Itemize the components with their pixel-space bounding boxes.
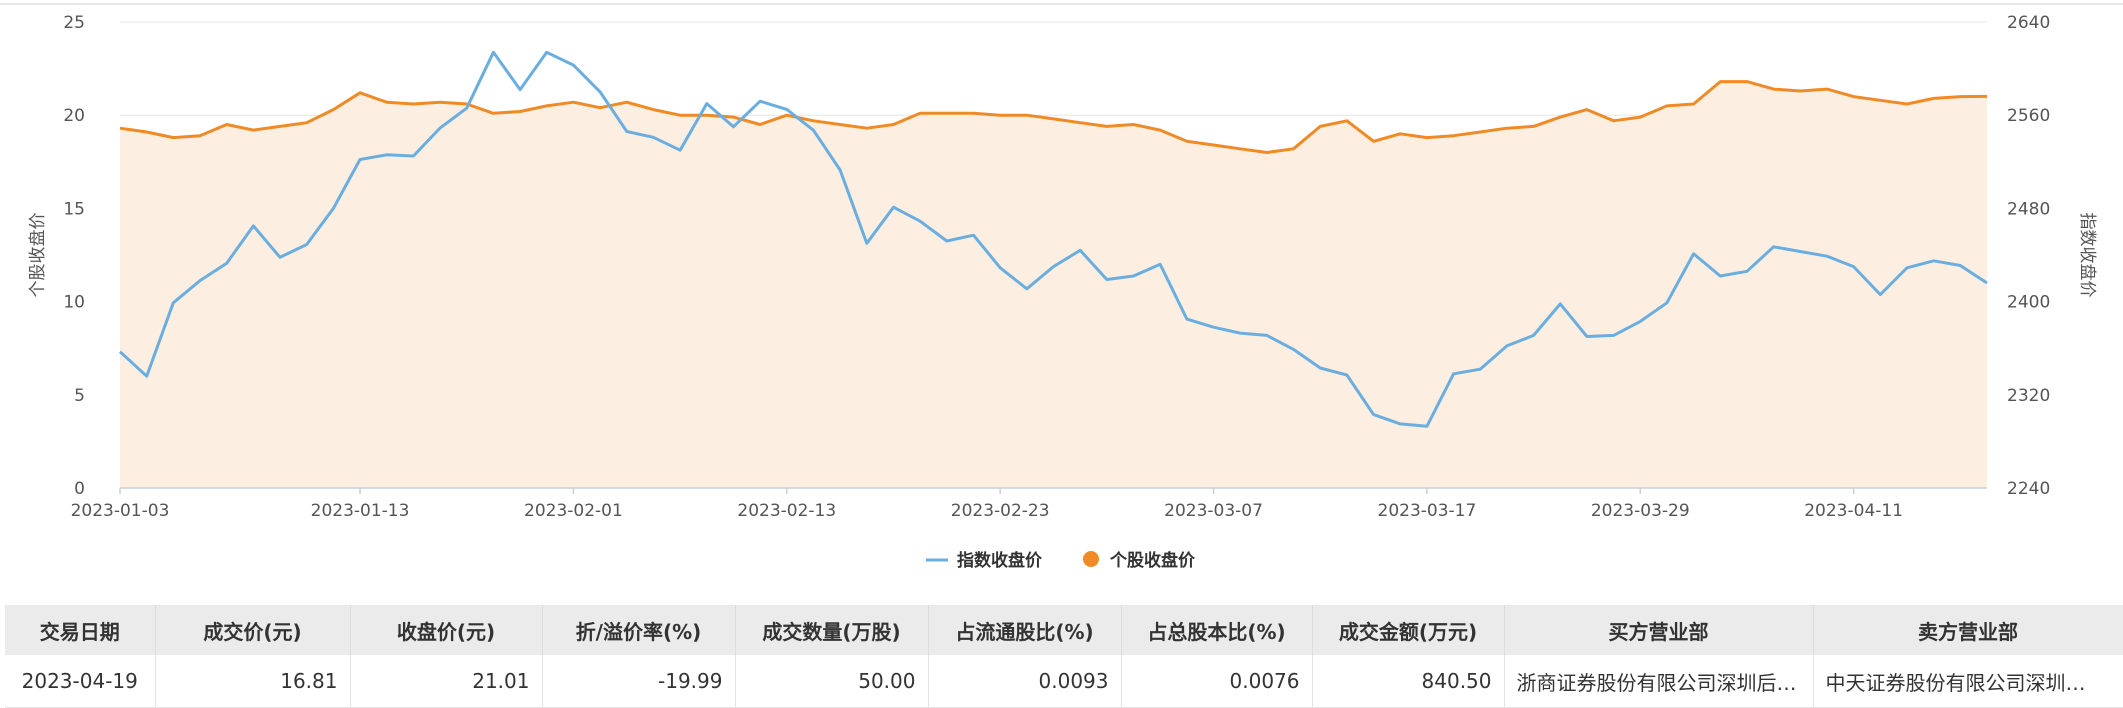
left-axis-title: 个股收盘价: [28, 213, 48, 298]
y-left-tick-label: 25: [63, 13, 85, 33]
axes: 0 5 10 15 20 25 2240 2320 2400 2480 2560 2640 2023-0…: [63, 13, 2050, 521]
legend-index-label: 指数收盘价: [957, 550, 1043, 571]
legend-item-index[interactable]: 指数收盘价: [926, 550, 1043, 571]
legend-stock-dot-icon: [1083, 551, 1099, 567]
series-lines: [118, 50, 1988, 428]
price-chart: 0 5 10 15 20 25 2240 2320 2400 2480 2560 2640 2023-0…: [0, 3, 2123, 571]
cell-trade-date: 2023-04-19: [5, 655, 156, 708]
col-header-amount[interactable]: 成交金额(万元): [1312, 605, 1505, 655]
y-left-tick-label: 5: [74, 386, 85, 406]
col-header-volume[interactable]: 成交数量(万股): [735, 605, 929, 655]
y-right-tick-label: 2400: [2007, 293, 2050, 313]
y-left-tick-label: 0: [74, 479, 85, 499]
table-header-row: 交易日期 成交价(元) 收盘价(元) 折/溢价率(%) 成交数量(万股) 占流通…: [5, 605, 2123, 655]
col-header-deal-price[interactable]: 成交价(元): [155, 605, 351, 655]
x-tick-label: 2023-01-03: [71, 501, 170, 521]
cell-amount: 840.50: [1312, 655, 1505, 708]
legend-item-stock[interactable]: 个股收盘价: [1083, 550, 1196, 571]
legend-stock-label: 个股收盘价: [1109, 550, 1196, 571]
col-header-float-ratio[interactable]: 占流通股比(%): [928, 605, 1122, 655]
chart-area: 0 5 10 15 20 25 2240 2320 2400 2480 2560 2640 2023-0…: [0, 3, 2123, 571]
x-tick-label: 2023-02-13: [737, 501, 836, 521]
col-header-buyer[interactable]: 买方营业部: [1504, 605, 1814, 655]
cell-seller[interactable]: 中天证券股份有限公司深圳…: [1813, 655, 2123, 708]
cell-buyer[interactable]: 浙商证券股份有限公司深圳后…: [1504, 655, 1814, 708]
y-right-tick-label: 2320: [2007, 386, 2050, 406]
y-left-tick-label: 20: [63, 106, 85, 126]
y-left-tick-label: 10: [63, 293, 85, 313]
x-tick-label: 2023-02-01: [524, 501, 623, 521]
table-row: 2023-04-19 16.81 21.01 -19.99 50.00 0.00…: [5, 655, 2123, 708]
x-tick-label: 2023-03-07: [1164, 501, 1263, 521]
cell-volume: 50.00: [735, 655, 929, 708]
y-right-tick-label: 2640: [2007, 13, 2050, 33]
cell-total-ratio: 0.0076: [1121, 655, 1313, 708]
cell-float-ratio: 0.0093: [928, 655, 1122, 708]
stock-area-layer: [120, 81, 1987, 488]
x-tick-label: 2023-03-17: [1378, 501, 1477, 521]
x-tick-label: 2023-04-11: [1804, 501, 1903, 521]
y-right-tick-label: 2560: [2007, 106, 2050, 126]
x-tick-label: 2023-02-23: [951, 501, 1050, 521]
cell-close-price: 21.01: [350, 655, 543, 708]
stock-price-line: [119, 80, 1988, 154]
stock-price-area: [120, 81, 1987, 488]
y-left-tick-label: 15: [63, 199, 85, 219]
y-right-tick-label: 2480: [2007, 199, 2050, 219]
col-header-trade-date[interactable]: 交易日期: [5, 605, 156, 655]
col-header-seller[interactable]: 卖方营业部: [1813, 605, 2123, 655]
col-header-close-price[interactable]: 收盘价(元): [350, 605, 543, 655]
index-price-line: [118, 50, 1988, 428]
block-trade-table: 交易日期 成交价(元) 收盘价(元) 折/溢价率(%) 成交数量(万股) 占流通…: [5, 605, 2123, 708]
right-axis-title: 指数收盘价: [2077, 213, 2097, 298]
cell-premium-rate: -19.99: [542, 655, 736, 708]
legend[interactable]: 指数收盘价 个股收盘价: [926, 550, 1196, 571]
x-tick-label: 2023-03-29: [1591, 501, 1690, 521]
cell-deal-price: 16.81: [155, 655, 351, 708]
col-header-premium-rate[interactable]: 折/溢价率(%): [542, 605, 736, 655]
y-right-tick-label: 2240: [2007, 479, 2050, 499]
col-header-total-ratio[interactable]: 占总股本比(%): [1121, 605, 1313, 655]
x-tick-label: 2023-01-13: [311, 501, 410, 521]
